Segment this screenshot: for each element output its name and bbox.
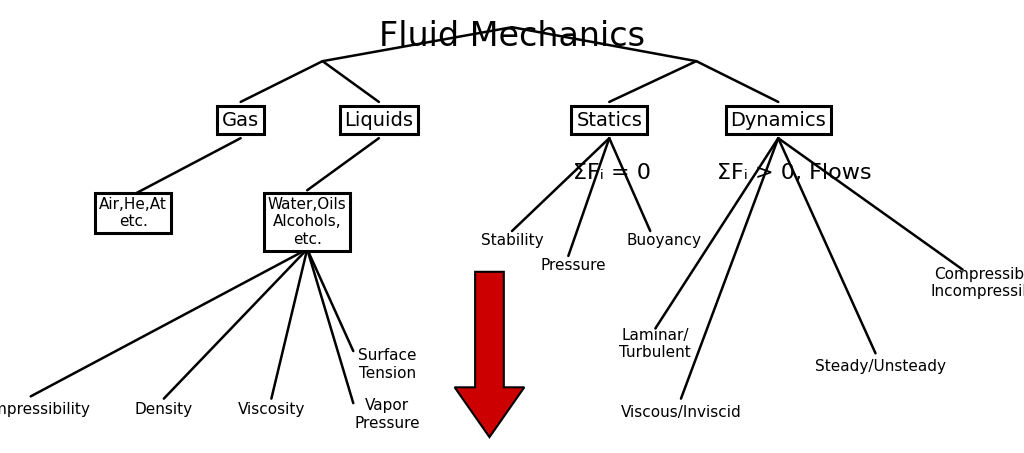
Text: Density: Density xyxy=(135,402,193,418)
Text: Compressible/
Incompressible: Compressible/ Incompressible xyxy=(930,267,1024,299)
Text: Liquids: Liquids xyxy=(344,111,414,130)
Text: Vapor
Pressure: Vapor Pressure xyxy=(354,398,420,431)
Text: Viscous/Inviscid: Viscous/Inviscid xyxy=(621,405,741,420)
Text: Laminar/
Turbulent: Laminar/ Turbulent xyxy=(620,328,691,361)
Text: Surface
Tension: Surface Tension xyxy=(357,348,417,381)
Text: Dynamics: Dynamics xyxy=(730,111,826,130)
Text: Fluid Mechanics: Fluid Mechanics xyxy=(379,20,645,53)
Text: Pressure: Pressure xyxy=(541,257,606,273)
Text: Air,He,At
etc.: Air,He,At etc. xyxy=(99,197,167,229)
Text: Viscosity: Viscosity xyxy=(238,402,305,418)
Text: ΣFᵢ > 0, Flows: ΣFᵢ > 0, Flows xyxy=(717,163,871,183)
Text: Steady/Unsteady: Steady/Unsteady xyxy=(815,359,946,375)
Text: ΣFᵢ = 0: ΣFᵢ = 0 xyxy=(573,163,651,183)
Text: Compressibility: Compressibility xyxy=(0,402,90,418)
Text: Gas: Gas xyxy=(222,111,259,130)
Text: Water,Oils
Alcohols,
etc.: Water,Oils Alcohols, etc. xyxy=(268,197,346,247)
Text: Statics: Statics xyxy=(577,111,642,130)
Text: Stability: Stability xyxy=(480,232,544,248)
Polygon shape xyxy=(455,272,524,437)
Text: Buoyancy: Buoyancy xyxy=(626,232,701,248)
